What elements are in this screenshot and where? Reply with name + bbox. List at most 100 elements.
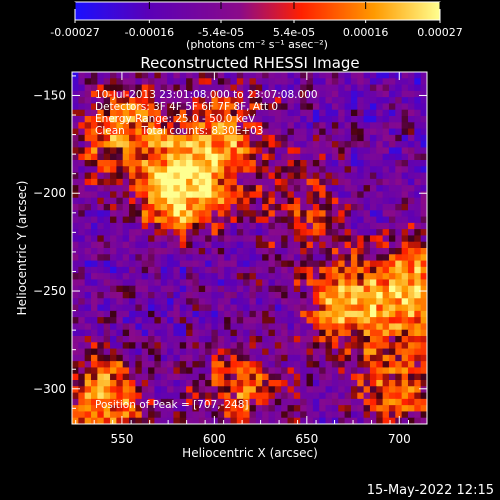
heatmap-cell (395, 405, 403, 413)
heatmap-cell (110, 185, 117, 193)
heatmap-cell (300, 405, 308, 413)
heatmap-cell (300, 178, 308, 186)
heatmap-cell (287, 298, 295, 306)
heatmap-cell (135, 317, 143, 325)
heatmap-cell (350, 90, 358, 98)
heatmap-cell (103, 141, 111, 149)
heatmap-cell (350, 172, 358, 180)
heatmap-cell (249, 405, 257, 413)
heatmap-cell (268, 147, 276, 155)
heatmap-cell (325, 354, 333, 362)
heatmap-cell (382, 166, 390, 174)
heatmap-cell (338, 398, 346, 406)
heatmap-cell (357, 229, 365, 237)
heatmap-cell (167, 116, 175, 123)
heatmap-cell (312, 204, 320, 211)
heatmap-cell (344, 147, 352, 155)
heatmap-cell (72, 317, 79, 325)
heatmap-cell (319, 166, 327, 174)
heatmap-cell (116, 285, 124, 293)
heatmap-cell (407, 411, 415, 419)
heatmap-cell (293, 292, 301, 299)
heatmap-cell (154, 292, 162, 299)
heatmap-cell (103, 373, 111, 381)
heatmap-cell (414, 72, 422, 79)
heatmap-cell (407, 97, 415, 105)
heatmap-cell (319, 97, 327, 105)
heatmap-cell (72, 78, 79, 86)
heatmap-cell (325, 109, 333, 117)
heatmap-cell (148, 116, 156, 123)
heatmap-cell (122, 172, 130, 180)
heatmap-cell (300, 185, 308, 193)
heatmap-cell (186, 197, 194, 205)
heatmap-cell (319, 103, 327, 111)
heatmap-cell (350, 336, 358, 343)
heatmap-cell (129, 216, 136, 224)
heatmap-cell (110, 373, 117, 381)
heatmap-cell (300, 417, 308, 424)
heatmap-cell (186, 235, 194, 243)
heatmap-cell (135, 323, 143, 331)
heatmap-cell (179, 122, 187, 130)
heatmap-cell (179, 204, 187, 211)
heatmap-cell (186, 134, 194, 142)
heatmap-cell (167, 84, 175, 92)
heatmap-cell (84, 109, 92, 117)
heatmap-cell (255, 210, 263, 218)
heatmap-cell (179, 197, 187, 205)
heatmap-cell (268, 216, 276, 224)
heatmap-cell (192, 411, 200, 419)
heatmap-cell (236, 172, 244, 180)
heatmap-cell (407, 373, 415, 381)
heatmap-cell (369, 336, 377, 343)
heatmap-cell (224, 147, 232, 155)
heatmap-cell (91, 411, 98, 419)
heatmap-cell (395, 103, 403, 111)
heatmap-cell (312, 380, 320, 387)
heatmap-cell (300, 235, 308, 243)
heatmap-cell (154, 216, 162, 224)
heatmap-cell (141, 153, 149, 161)
heatmap-cell (192, 204, 200, 211)
heatmap-cell (179, 254, 187, 262)
heatmap-cell (395, 392, 403, 400)
heatmap-cell (420, 417, 427, 424)
heatmap-cell (179, 84, 187, 92)
heatmap-cell (388, 191, 396, 199)
heatmap-cell (395, 128, 403, 136)
heatmap-cell (84, 386, 92, 394)
heatmap-cell (338, 310, 346, 318)
heatmap-cell (414, 329, 422, 337)
heatmap-cell (395, 304, 403, 312)
heatmap-cell (382, 285, 390, 293)
heatmap-cell (84, 298, 92, 306)
heatmap-cell (122, 197, 130, 205)
heatmap-cell (331, 398, 339, 406)
heatmap-cell (211, 273, 219, 281)
heatmap-cell (350, 128, 358, 136)
heatmap-cell (243, 97, 251, 105)
heatmap-cell (217, 273, 225, 281)
heatmap-cell (369, 147, 377, 155)
heatmap-cell (179, 285, 187, 293)
heatmap-cell (407, 392, 415, 400)
heatmap-cell (97, 279, 105, 287)
heatmap-cell (97, 210, 105, 218)
heatmap-cell (407, 342, 415, 350)
heatmap-cell (306, 185, 314, 193)
heatmap-cell (91, 229, 98, 237)
heatmap-cell (179, 405, 187, 413)
heatmap-cell (287, 84, 295, 92)
heatmap-cell (135, 380, 143, 387)
heatmap-cell (154, 84, 162, 92)
heatmap-cell (331, 248, 339, 255)
heatmap-cell (338, 141, 346, 149)
heatmap-cell (344, 204, 352, 211)
heatmap-cell (388, 304, 396, 312)
heatmap-cell (122, 348, 130, 356)
heatmap-cell (141, 292, 149, 299)
heatmap-cell (217, 405, 225, 413)
heatmap-cell (376, 109, 384, 117)
heatmap-cell (306, 367, 314, 375)
